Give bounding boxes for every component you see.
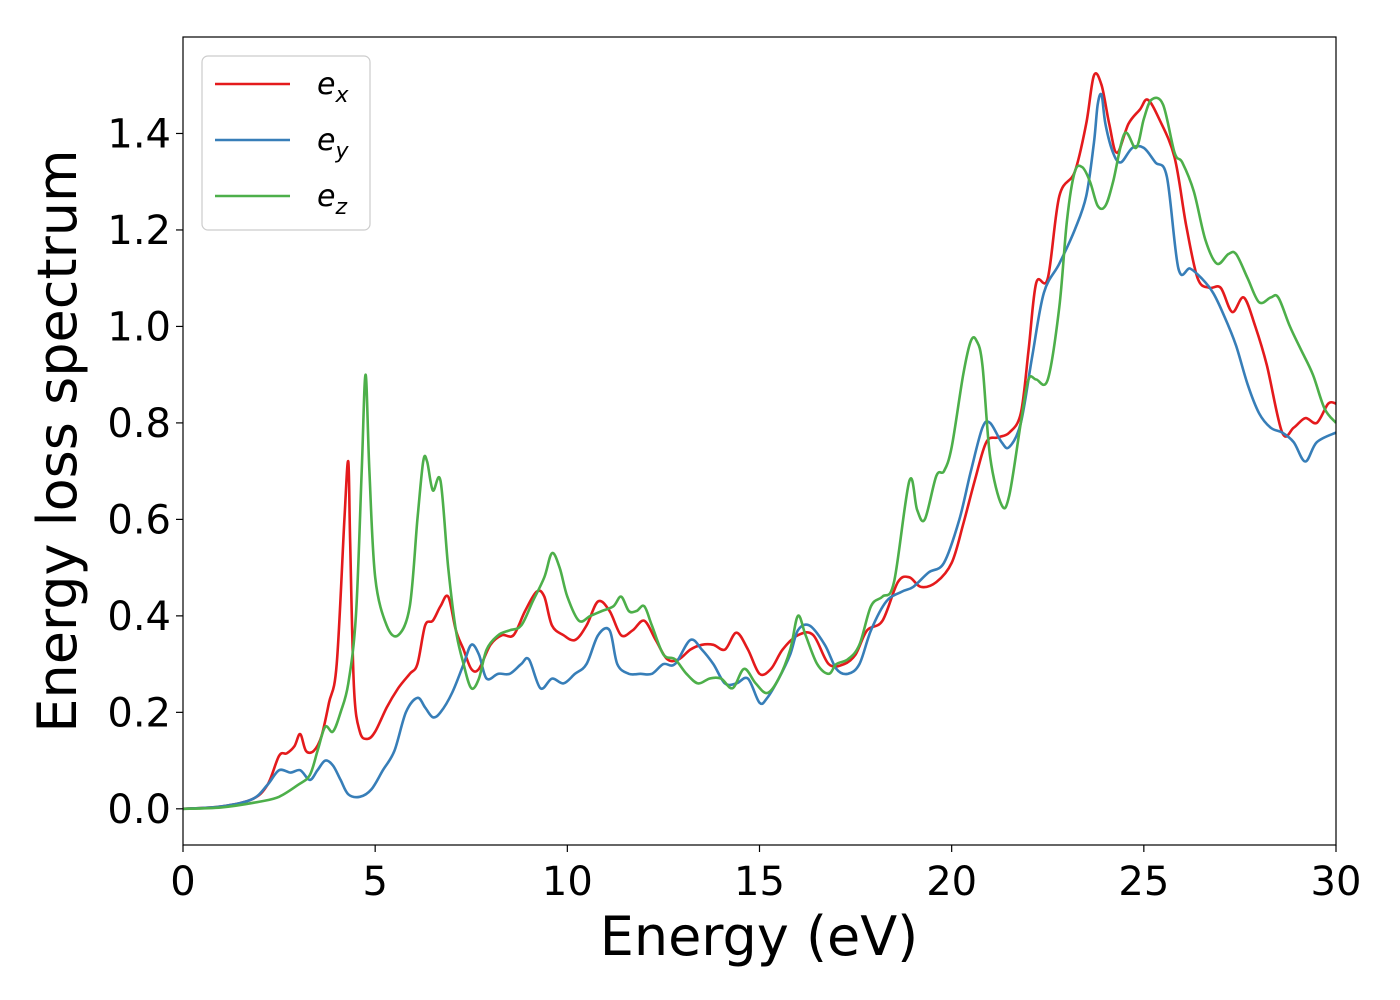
y-tick-label: 0.4: [107, 594, 171, 640]
x-tick-label: 30: [1311, 859, 1362, 905]
x-tick-label: 10: [542, 859, 593, 905]
legend: ex ey ez: [201, 55, 371, 231]
y-tick-label: 0.8: [107, 401, 171, 447]
series-line-e-x: [183, 71, 1336, 811]
x-tick-label: 5: [362, 859, 387, 905]
y-axis-ticks: 0.0 0.2 0.4 0.6 0.8 1.0 1.2 1.4: [107, 111, 183, 833]
y-tick-label: 1.2: [107, 208, 171, 254]
y-axis-title: Energy loss spectrum: [26, 149, 89, 732]
y-tick-label: 1.4: [107, 111, 171, 157]
plot-background: [183, 37, 1336, 845]
y-tick-label: 1.0: [107, 304, 171, 350]
legend-box: [201, 55, 371, 231]
x-tick-label: 0: [170, 859, 195, 905]
x-tick-label: 20: [926, 859, 977, 905]
x-axis-title: Energy (eV): [600, 905, 919, 968]
series-lines: [183, 71, 1336, 811]
legend-label-z: ez: [317, 179, 347, 220]
x-axis-ticks: 0 5 10 15 20 25 30: [170, 845, 1361, 905]
y-tick-label: 0.0: [107, 787, 171, 833]
legend-items: ex ey ez: [215, 67, 349, 220]
legend-label-y: ey: [317, 123, 349, 164]
legend-label-x: ex: [317, 67, 349, 108]
y-tick-label: 0.6: [107, 497, 171, 543]
y-tick-label: 0.2: [107, 690, 171, 736]
x-tick-label: 25: [1118, 859, 1169, 905]
x-tick-label: 15: [734, 859, 785, 905]
series-line-e-z: [183, 96, 1336, 811]
